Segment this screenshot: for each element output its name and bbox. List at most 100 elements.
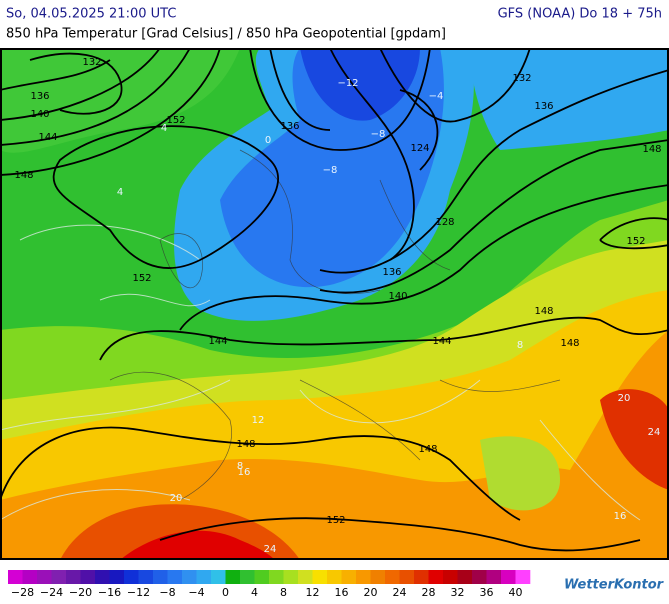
contour-label: 124: [410, 143, 429, 154]
colorbar-label: −20: [69, 586, 92, 599]
colorbar-swatch: [109, 570, 125, 584]
colorbar-swatch: [95, 570, 110, 584]
colorbar-swatch: [138, 570, 154, 584]
colorbar-swatch: [153, 570, 168, 584]
colorbar-swatch: [443, 570, 458, 584]
colorbar-swatch: [167, 570, 183, 584]
isotherm-label: 4: [117, 187, 123, 198]
colorbar-label: 0: [222, 586, 229, 599]
contour-label: 148: [560, 338, 579, 349]
isotherm-label: −8: [323, 165, 338, 176]
colorbar-swatch: [240, 570, 255, 584]
colorbar-swatch: [399, 570, 415, 584]
colorbar-swatch: [225, 570, 241, 584]
contour-label: 132: [512, 73, 531, 84]
model-header: GFS (NOAA) Do 18 + 75h: [498, 7, 662, 22]
contour-label: 148: [534, 306, 553, 317]
colorbar-swatch: [327, 570, 342, 584]
geopotential-labels: 1321361401441481521521361241281361401321…: [14, 57, 661, 526]
colorbar-label: −12: [127, 586, 150, 599]
subtitle: 850 hPa Temperatur [Grad Celsius] / 850 …: [6, 27, 446, 42]
isotherms: [1, 224, 641, 521]
isotherm-label: 12: [252, 415, 265, 426]
isotherm-label: −4: [429, 91, 444, 102]
map-frame: [0, 48, 669, 560]
contour-label: 148: [14, 170, 33, 181]
colorbar-swatch: [428, 570, 444, 584]
colorbar-swatch: [341, 570, 357, 584]
isotherm-label: 16: [238, 467, 251, 478]
colorbar-swatch: [457, 570, 473, 584]
colorbar-swatch: [414, 570, 429, 584]
contour-label: 148: [642, 144, 661, 155]
colorbar-swatch: [196, 570, 212, 584]
colorbar-swatch: [472, 570, 487, 584]
colorbar-swatch: [8, 570, 23, 584]
date-header: So, 04.05.2025 21:00 UTC: [6, 7, 176, 22]
contour-label: 136: [534, 101, 553, 112]
contour-label: 140: [30, 109, 49, 120]
colorbar-swatch: [22, 570, 38, 584]
contour-label: 152: [132, 273, 151, 284]
colorbar-swatch: [298, 570, 313, 584]
colorbar-label: −16: [98, 586, 121, 599]
colorbar-swatch: [124, 570, 139, 584]
colorbar-swatch: [370, 570, 386, 584]
isotherm-label: 24: [648, 427, 661, 438]
contour-label: 128: [435, 217, 454, 228]
colorbar-swatch: [515, 570, 531, 584]
colorbar-swatch: [66, 570, 81, 584]
colorbar-swatch: [486, 570, 502, 584]
colorbar: −28 −24 −20 −16 −12 −8 −4 0 4 8 12 16 20 24 28 32 36 40: [8, 570, 531, 599]
colorbar-swatch: [254, 570, 270, 584]
contour-label: 144: [432, 336, 451, 347]
colorbar-swatch: [269, 570, 284, 584]
colorbar-swatch: [283, 570, 299, 584]
colorbar-label: 36: [480, 586, 494, 599]
contour-label: 140: [388, 291, 407, 302]
geopotential-contours: [1, 49, 668, 552]
colorbar-swatch: [37, 570, 52, 584]
colorbar-label: 4: [251, 586, 258, 599]
colorbar-swatch: [312, 570, 328, 584]
colorbar-swatch: [182, 570, 197, 584]
colorbar-swatch: [501, 570, 516, 584]
contour-label: 144: [208, 336, 227, 347]
colorbar-swatch: [211, 570, 226, 584]
isotherm-label: −8: [371, 129, 386, 140]
isotherm-label: −12: [337, 78, 358, 89]
isotherm-label: 8: [237, 461, 243, 472]
contour-label: 136: [30, 91, 49, 102]
isotherm-label: 4: [161, 123, 167, 134]
field-red-east: [600, 389, 668, 490]
contour-label: 148: [236, 439, 255, 450]
colorbar-swatch: [356, 570, 371, 584]
field-red: [121, 530, 274, 559]
isotherm-label: 20: [618, 393, 631, 404]
contour-label: 152: [626, 236, 645, 247]
map: 1321361401441481521521361241281361401321…: [0, 48, 669, 560]
colorbar-label: 32: [451, 586, 465, 599]
colorbar-label: 28: [422, 586, 436, 599]
contour-label: 148: [418, 444, 437, 455]
colorbar-label: −28: [11, 586, 34, 599]
contour-label: 144: [38, 132, 57, 143]
colorbar-label: 16: [335, 586, 349, 599]
isotherm-label: 20: [170, 493, 183, 504]
colorbar-swatch: [51, 570, 67, 584]
isotherm-label: 8: [517, 340, 523, 351]
isotherm-label: 24: [264, 544, 277, 555]
coastlines: [109, 149, 561, 501]
contour-label: 152: [166, 115, 185, 126]
contour-label: 132: [82, 57, 101, 68]
contour-label: 136: [280, 121, 299, 132]
contour-label: 152: [326, 515, 345, 526]
field-green-light: [1, 49, 240, 153]
colorbar-label: 40: [509, 586, 523, 599]
colorbar-swatch: [80, 570, 96, 584]
logo: WetterKontor: [564, 578, 665, 593]
contour-label: 136: [382, 267, 401, 278]
